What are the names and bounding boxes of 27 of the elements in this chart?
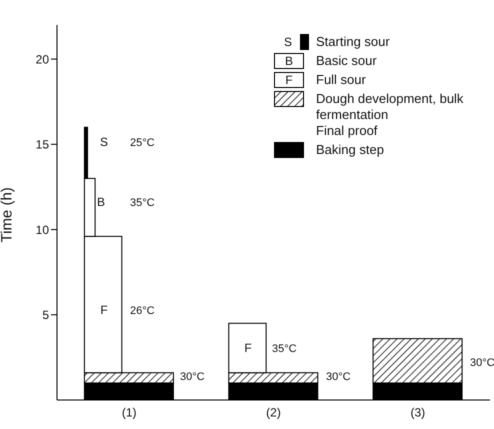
legend-label: Dough development, bulk fermentation Final proof xyxy=(316,91,464,139)
y-tick-label: 10 xyxy=(36,222,50,237)
y-axis-title: Time (h) xyxy=(0,187,16,242)
x-tick-label: (3) xyxy=(410,406,426,420)
legend-label: Starting sour xyxy=(316,34,390,50)
annotation: 25°C xyxy=(130,137,155,149)
y-tick-label: 5 xyxy=(42,308,50,322)
annotation: 35°C xyxy=(130,197,155,209)
annotation: 30°C xyxy=(470,357,494,369)
annotation: F xyxy=(100,303,108,317)
annotation: S xyxy=(282,34,293,50)
annotation: 35°C xyxy=(272,343,297,355)
x-tick-label: (1) xyxy=(122,406,137,420)
annotation: B xyxy=(96,195,106,209)
legend-label: Full sour xyxy=(316,72,366,88)
y-tick-label: 15 xyxy=(36,138,50,152)
legend-label: Baking step xyxy=(316,142,384,158)
annotation: 26°C xyxy=(130,305,155,317)
y-tick-label: 20 xyxy=(36,52,50,66)
annotation: F xyxy=(244,341,252,355)
annotation: 30°C xyxy=(326,371,351,383)
x-tick-label: (2) xyxy=(266,406,281,420)
legend-label: Basic sour xyxy=(316,53,377,69)
annotation: S xyxy=(100,135,108,149)
annotation: 30°C xyxy=(180,371,205,383)
annotation: B xyxy=(284,53,294,69)
annotation: F xyxy=(284,72,294,88)
